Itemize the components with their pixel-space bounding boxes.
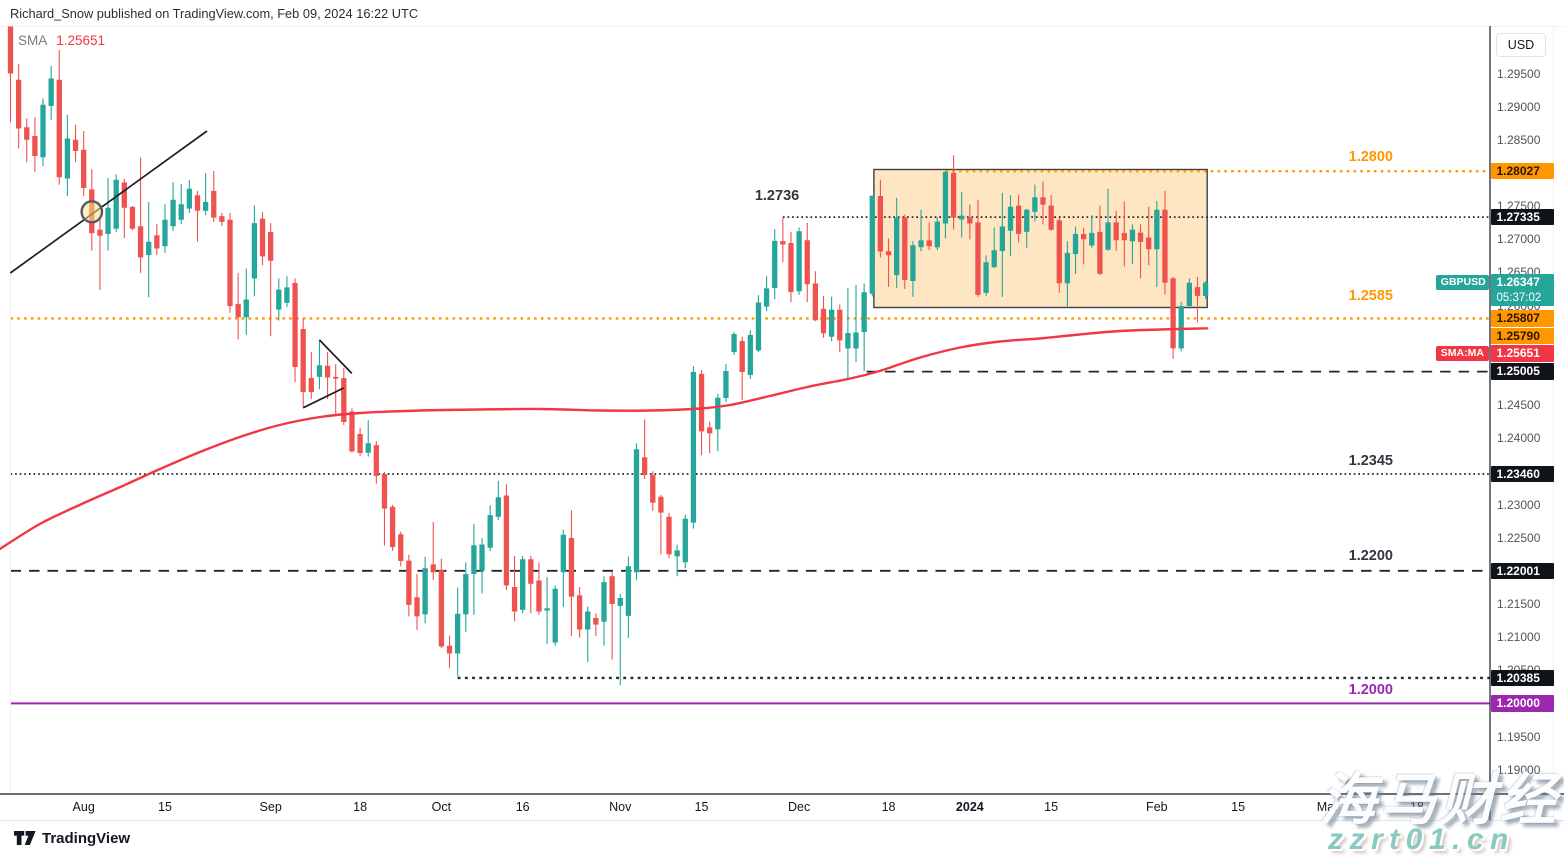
ellipse-highlight xyxy=(80,200,104,224)
sma-line xyxy=(0,327,1209,551)
wedge-line xyxy=(318,339,353,374)
axis-badge-price: 1.20000 xyxy=(1496,696,1540,711)
axis-badge-1.27335[interactable]: 1.27335 xyxy=(1490,208,1554,226)
axis-badge-price: 1.20385 xyxy=(1496,670,1540,685)
price-tick-1.22500: 1.22500 xyxy=(1497,530,1541,545)
level-label-1.2800: 1.2800 xyxy=(1348,148,1393,165)
currency-button[interactable]: USD xyxy=(1496,33,1546,57)
time-label-Oct: Oct xyxy=(431,800,452,814)
time-label-15: 15 xyxy=(1231,800,1246,814)
watermark-site-url: zzrt01.cn xyxy=(1328,823,1515,856)
time-label-15: 15 xyxy=(1044,800,1059,814)
price-tick-1.21000: 1.21000 xyxy=(1497,630,1541,645)
price-tick-1.23000: 1.23000 xyxy=(1497,497,1541,512)
level-label-1.2585: 1.2585 xyxy=(1348,288,1393,305)
legend-indicator-name: SMA xyxy=(18,33,48,48)
watermark-site-name: 海马财经 xyxy=(1320,768,1560,831)
price-tick-1.29500: 1.29500 xyxy=(1497,66,1541,81)
time-label-15: 15 xyxy=(158,800,172,814)
time-label-Dec: Dec xyxy=(787,800,811,814)
axis-badge-price: 1.23460 xyxy=(1496,466,1540,481)
publish-info-text: Richard_Snow published on TradingView.co… xyxy=(10,5,419,21)
price-tick-1.19500: 1.19500 xyxy=(1497,729,1541,744)
price-tick-1.27000: 1.27000 xyxy=(1497,232,1541,247)
axis-badge-1.25651[interactable]: 1.25651 xyxy=(1490,345,1554,362)
axis-badge-price: 1.28027 xyxy=(1496,163,1540,178)
axis-badge-price: 1.25807 xyxy=(1496,311,1540,326)
time-label-Sep: Sep xyxy=(259,800,282,814)
price-tick-1.21500: 1.21500 xyxy=(1497,596,1541,611)
axis-badge-1.20385[interactable]: 1.20385 xyxy=(1490,669,1554,687)
level-label-1.2736: 1.2736 xyxy=(754,187,800,204)
level-label-1.2345: 1.2345 xyxy=(1348,452,1393,469)
time-label-2024: 2024 xyxy=(955,800,984,814)
time-label-16: 16 xyxy=(515,800,530,814)
time-label-18: 18 xyxy=(1410,800,1424,814)
price-tick-1.28500: 1.28500 xyxy=(1497,132,1541,147)
candles-series xyxy=(7,26,1209,686)
tradingview-logo-text: TradingView xyxy=(42,829,131,847)
time-label-Aug: Aug xyxy=(72,800,95,814)
price-tick-1.29000: 1.29000 xyxy=(1497,99,1541,114)
axis-badge-1.26347[interactable]: 1.26347 05:37:02 xyxy=(1490,274,1554,307)
axis-badge-1.25790[interactable]: 1.25790 xyxy=(1490,327,1554,345)
price-tick-1.19000: 1.19000 xyxy=(1497,762,1541,777)
axis-badge-price: 1.25790 xyxy=(1496,328,1540,343)
axis-badge-countdown: 05:37:02 xyxy=(1496,292,1542,305)
axis-badge-1.25005[interactable]: 1.25005 xyxy=(1490,363,1554,380)
time-label-18: 18 xyxy=(353,800,368,814)
wedge-line xyxy=(302,387,344,409)
axis-badge-price: 1.25651 xyxy=(1496,346,1540,361)
trendline xyxy=(9,130,208,274)
axis-badge-price: 1.26347 xyxy=(1496,275,1540,290)
axis-badge-price: 1.27335 xyxy=(1496,209,1540,224)
price-tick-1.24000: 1.24000 xyxy=(1497,431,1541,446)
level-label-1.2200: 1.2200 xyxy=(1348,548,1393,565)
tradingview-logo[interactable]: TradingView xyxy=(14,828,130,848)
axis-badge-price: 1.25005 xyxy=(1496,364,1540,379)
tradingview-logo-icon xyxy=(14,830,36,845)
axis-badge-1.28027[interactable]: 1.28027 xyxy=(1490,162,1554,180)
axis-badge-1.22001[interactable]: 1.22001 xyxy=(1490,562,1554,579)
publish-info-bar: Richard_Snow published on TradingView.co… xyxy=(0,0,1564,26)
time-label-18: 18 xyxy=(881,800,896,814)
time-label-15: 15 xyxy=(694,800,709,814)
time-label-Nov: Nov xyxy=(609,800,632,814)
axis-badge-1.20000[interactable]: 1.20000 xyxy=(1490,695,1554,712)
axis-badge-1.25807[interactable]: 1.25807 xyxy=(1490,310,1554,327)
series-tag-SMA:MA: SMA:MA xyxy=(1435,345,1489,361)
time-label-Feb: Feb xyxy=(1146,800,1168,814)
time-label-Mar: Mar xyxy=(1316,800,1339,814)
axis-badge-1.23460[interactable]: 1.23460 xyxy=(1490,465,1554,483)
price-tick-1.24500: 1.24500 xyxy=(1497,398,1541,413)
axis-badge-price: 1.22001 xyxy=(1496,563,1540,578)
series-tag-GBPUSD: GBPUSD xyxy=(1435,274,1489,290)
legend-indicator-value: 1.25651 xyxy=(56,33,106,48)
indicator-legend[interactable]: SMA 1.25651 xyxy=(18,33,105,48)
level-label-1.2000: 1.2000 xyxy=(1348,682,1393,699)
